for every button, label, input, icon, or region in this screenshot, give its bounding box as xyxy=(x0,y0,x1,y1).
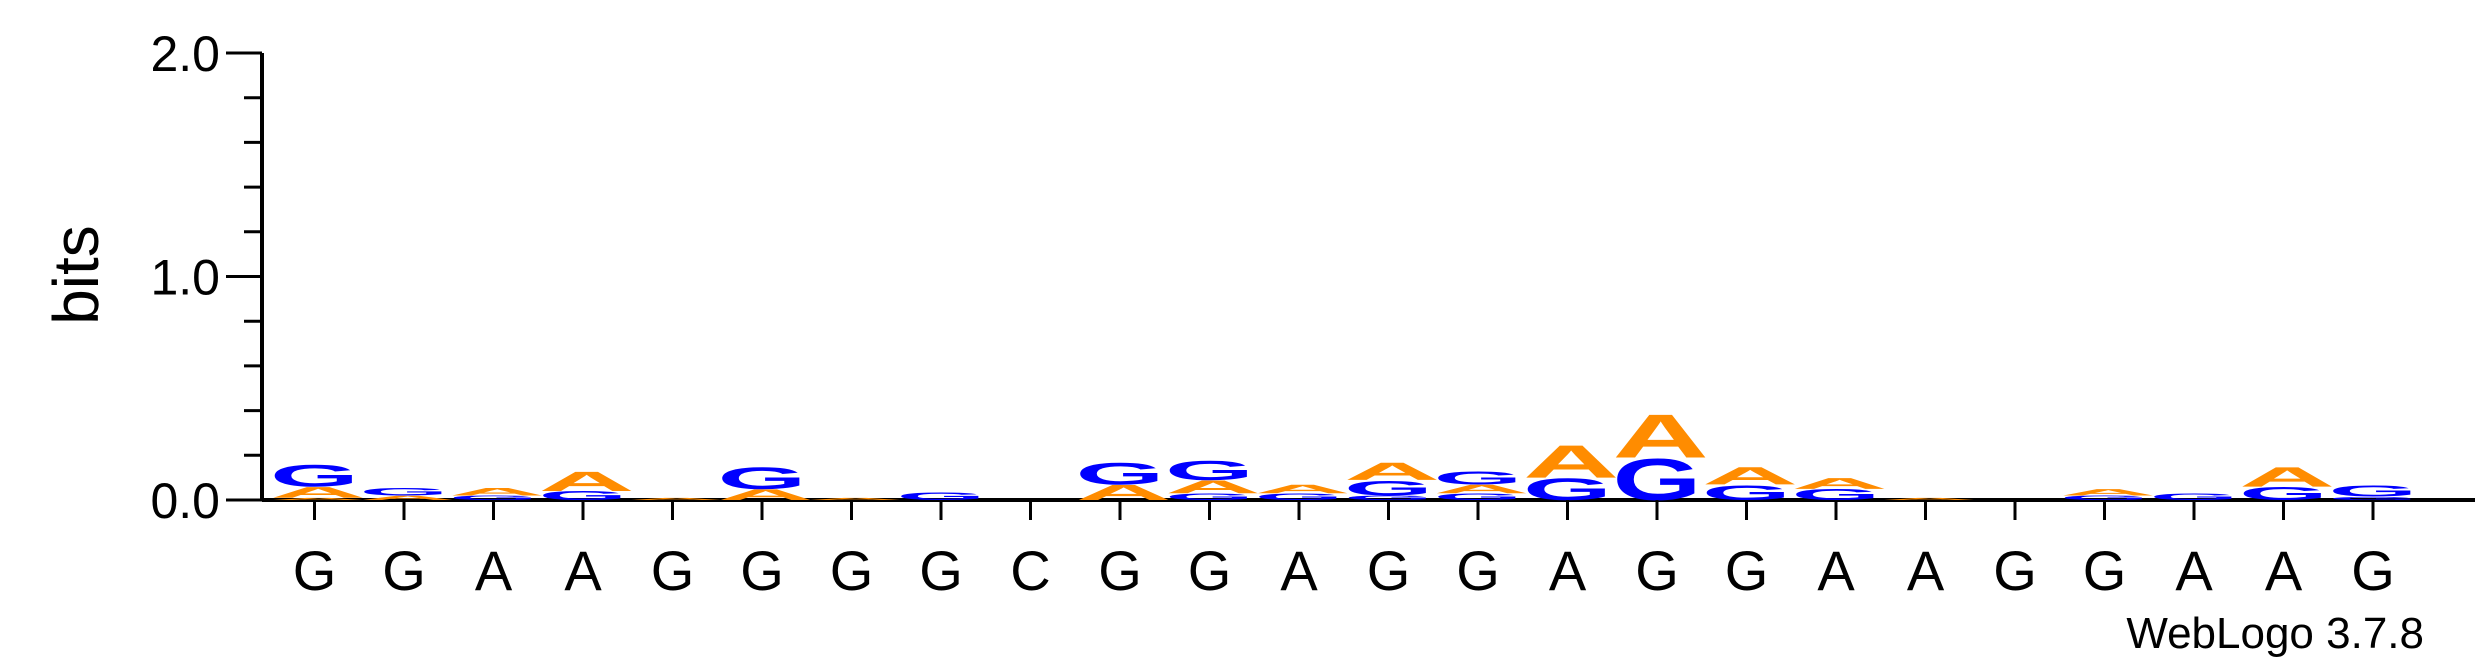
logo-letter-a: A xyxy=(1434,482,1530,496)
y-tick-label: 0.0 xyxy=(150,473,220,529)
logo-letter-g: G xyxy=(1792,486,1881,503)
logo-letter-g: G xyxy=(270,458,359,493)
x-tick-label: G xyxy=(651,539,695,602)
logo-letter-g: G xyxy=(1344,494,1433,501)
logo-letter-g: G xyxy=(2329,496,2418,501)
x-tick-label: C xyxy=(1010,539,1050,602)
logo-letter-a: A xyxy=(1702,462,1798,490)
y-tick-label: 1.0 xyxy=(150,250,220,306)
logo-letter-a: A xyxy=(539,466,635,497)
logo-letter-g: G xyxy=(1434,492,1523,502)
logo-letter-a: A xyxy=(1165,477,1261,498)
logo-letter-a: A xyxy=(1076,480,1172,504)
logo-letter-a: A xyxy=(807,497,903,500)
logo-letter-g: G xyxy=(360,486,449,498)
logo-letter-a: A xyxy=(718,486,814,503)
x-tick-label: A xyxy=(2175,539,2213,602)
logo-letter-a: A xyxy=(1613,402,1709,471)
x-tick-label: G xyxy=(1188,539,1232,602)
x-tick-label: A xyxy=(1280,539,1318,602)
logo-letter-g: G xyxy=(897,490,986,502)
logo-letter-g: G xyxy=(1165,455,1254,486)
y-axis: 0.0 1.0 2.0 xyxy=(150,26,2475,529)
logo-letter-g: G xyxy=(539,489,628,503)
logo-letter-a: A xyxy=(270,484,366,501)
x-tick-label: A xyxy=(1817,539,1855,602)
logo-letter-g: G xyxy=(2060,494,2149,501)
x-tick-label: G xyxy=(293,539,337,602)
logo-letter-a: A xyxy=(1792,475,1888,492)
x-tick-label: G xyxy=(740,539,784,602)
x-tick-label: G xyxy=(1456,539,1500,602)
logo-letter-a: A xyxy=(360,494,456,501)
x-tick-label: A xyxy=(564,539,602,602)
x-tick-label: G xyxy=(382,539,426,602)
logo-letter-a: A xyxy=(628,497,724,500)
x-tick-label: A xyxy=(1549,539,1587,602)
logo-letter-a: A xyxy=(1881,497,1977,500)
logo-letter-g: G xyxy=(1076,456,1165,491)
logo-letter-a: A xyxy=(1255,482,1351,496)
x-tick-label: G xyxy=(1993,539,2037,602)
x-tick-label: G xyxy=(1367,539,1411,602)
logo-letter-g: G xyxy=(1344,476,1433,500)
x-tick-label: G xyxy=(830,539,874,602)
logo-letter-a: A xyxy=(449,486,545,498)
logo-letter-g: G xyxy=(1434,468,1523,489)
x-tick-label: G xyxy=(2351,539,2395,602)
weblogo-credit: WebLogo 3.7.8 xyxy=(2126,609,2424,658)
logo-letter-g: G xyxy=(2239,483,2328,504)
x-tick-label: G xyxy=(1635,539,1679,602)
x-tick-label: A xyxy=(475,539,513,602)
logo-letter-g: G xyxy=(1255,492,1344,502)
logo-letter-a: A xyxy=(270,497,366,500)
x-tick-label: G xyxy=(1725,539,1769,602)
logo-letter-g: G xyxy=(449,494,538,501)
y-axis-label: bits xyxy=(40,225,112,325)
x-tick-label: A xyxy=(2265,539,2303,602)
logo-letter-g: G xyxy=(2329,483,2418,500)
y-tick-label: 2.0 xyxy=(150,26,220,82)
logo-letter-a: A xyxy=(2239,462,2335,493)
x-tick-label: G xyxy=(2083,539,2127,602)
x-tick-label: G xyxy=(919,539,963,602)
logo-letter-g: G xyxy=(718,461,807,496)
logo-letter-g: G xyxy=(2150,492,2239,502)
x-tick-label: A xyxy=(1907,539,1945,602)
logo-letter-a: A xyxy=(1344,458,1440,486)
logo-letter-a: A xyxy=(2060,487,2156,497)
x-tick-label: G xyxy=(1098,539,1142,602)
logo-letter-a: A xyxy=(1523,436,1619,488)
logo-letter-g: G xyxy=(1165,492,1254,502)
